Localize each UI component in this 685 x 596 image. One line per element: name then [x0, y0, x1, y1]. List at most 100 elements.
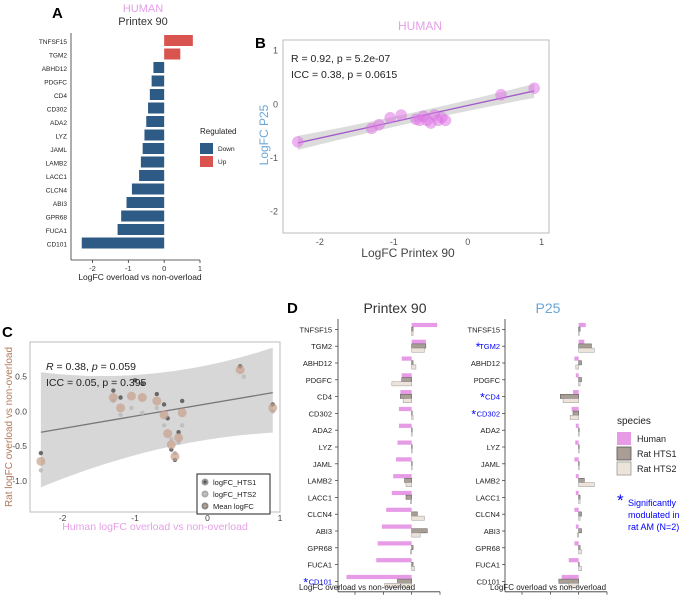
panel-d-legend-swatch-rat1	[616, 446, 632, 461]
panel-d-printex-bar-abhd12-rat-hts1	[411, 360, 414, 366]
panel-d-printex-category-cd302: CD302	[309, 409, 332, 418]
panel-d-p25-bar-cd302-rat-hts1	[572, 410, 579, 416]
panel-d-printex-bar-lyz-rat-hts1	[411, 444, 413, 450]
panel-d-note-star: *	[617, 491, 624, 510]
panel-c-point-mean-logfc-9	[170, 451, 180, 461]
panel-b-stat-r: R = 0.92, p = 5.2e-07	[291, 53, 390, 65]
panel-c-point-logfc-hts2-7	[169, 436, 174, 442]
panel-d-p25-category-tnfsf15: TNFSF15	[467, 325, 500, 334]
panel-d-p25-bar-gpr68-human	[574, 541, 579, 546]
panel-d-printex-category-abhd12: ABHD12	[303, 359, 332, 368]
panel-c-legend: logFC_HTS1 logFC_HTS2 Mean logFC	[196, 473, 271, 515]
panel-d-p25-category-abi3: ABI3	[484, 527, 500, 536]
panel-d-p25-bar-abi3-rat-hts1	[578, 528, 582, 534]
panel-d-p25-category-lacc1: LACC1	[476, 493, 500, 502]
panel-d-legend-swatch-rat2	[616, 461, 632, 476]
panel-d-printex-bar-jaml-rat-hts2	[411, 465, 413, 471]
panel-d-printex-bar-lyz-human	[397, 440, 412, 445]
panel-b: B HUMAN -2 -1 0 1 1 0 -1 -2 R = 0.92, p = 5.2e-…	[255, 19, 550, 260]
panel-a-category-cd4: CD4	[54, 93, 67, 100]
panel-a-bar-jaml	[142, 143, 165, 154]
panel-b-title: HUMAN	[398, 19, 442, 33]
panel-d-p25-bar-ada2-rat-hts1	[578, 427, 580, 433]
panel-c-point-mean-logfc-7	[163, 429, 173, 439]
panel-a-bar-ada2	[146, 116, 165, 127]
panel-c-stat-p-letter: p	[91, 361, 98, 373]
panel-d-p25-category-cd101: CD101	[477, 577, 500, 586]
panel-a-category-pdgfc: PDGFC	[44, 80, 67, 87]
panel-a-bar-cd101	[81, 237, 165, 249]
panel-d-legend: species Human Rat HTS1 Rat HTS2	[616, 416, 677, 476]
panel-c-legend-box	[196, 473, 271, 515]
panel-b-points	[292, 82, 540, 148]
panel-c-point-mean-logfc-5	[152, 396, 162, 406]
panel-c-xtick-label-1: 1	[278, 513, 283, 523]
panel-a-bar-gpr68	[121, 210, 165, 222]
panel-b-point-4	[395, 109, 407, 121]
panel-d-legend-swatch-human	[617, 432, 631, 445]
panel-a-category-cd101: CD101	[47, 242, 68, 249]
panel-d-printex-bar-gpr68-rat-hts1	[411, 545, 414, 550]
panel-a-category-ada2: ADA2	[50, 120, 67, 127]
panel-c-point-logfc-hts1-11	[179, 398, 185, 404]
panel-d-printex-bar-tgm2-rat-hts2	[411, 347, 425, 353]
panel-d-printex-bar-abi3-rat-hts2	[411, 532, 421, 538]
panel-d-printex-bar-abi3-rat-hts1	[411, 528, 428, 534]
panel-b-ytick-label--1: -1	[270, 153, 278, 163]
panel-d-printex-bar-cd101-human	[346, 574, 412, 580]
panel-c-point-logfc-hts2-11	[241, 374, 246, 379]
panel-a-category-fuca1: FUCA1	[46, 228, 68, 235]
panel-d-label: D	[287, 300, 298, 317]
panel-d-title-p25: P25	[536, 300, 561, 316]
panel-d-xlabel-p25: LogFC overload vs non-overload	[490, 583, 606, 592]
panel-d-printex-bar-lyz-rat-hts2	[411, 448, 413, 454]
panel-c-point-mean-logfc-3	[126, 391, 136, 401]
panel-d-printex-star-cd101: *	[303, 575, 308, 589]
panel-d-p25-category-fuca1: FUCA1	[475, 561, 500, 570]
panel-d-legend-label-rat2: Rat HTS2	[637, 464, 677, 474]
panel-c-point-logfc-hts2-2	[118, 412, 123, 418]
panel-a-category-clcn4: CLCN4	[46, 188, 68, 195]
panel-d-p25-bar-abhd12-rat-hts1	[578, 360, 582, 366]
panel-d-p25-bar-fuca1-rat-hts2	[578, 566, 582, 571]
panel-d-printex-bar-cd302-rat-hts1	[411, 410, 413, 416]
panel-d-printex-category-fuca1: FUCA1	[307, 561, 332, 570]
panel-a-xtick-label-1: 1	[198, 264, 202, 273]
panel-c-fit-line	[40, 392, 273, 433]
panel-d-p25-bar-gpr68-rat-hts1	[578, 545, 581, 550]
panel-a-category-tgm2: TGM2	[49, 53, 67, 60]
panel-c-point-logfc-hts1-2	[118, 395, 123, 400]
panel-c-xtick-label--1: -1	[131, 513, 139, 523]
panel-d-p25-bar-jaml-rat-hts1	[578, 461, 580, 466]
panel-a-category-cd302: CD302	[47, 107, 68, 114]
panel-b-point-13	[439, 114, 452, 127]
panel-d-p25-bar-abhd12-rat-hts2	[575, 364, 579, 370]
panel-a-xtick-label--2: -2	[89, 264, 96, 273]
panel-d-printex-bar-pdgfc-human	[401, 373, 412, 378]
panel-b-point-0	[292, 136, 304, 148]
panel-d-printex-category-lyz: LYZ	[319, 443, 333, 452]
panel-a-category-labels: TNFSF15 TGM2 ABHD12 PDGFC CD4 CD302 ADA2 LYZ JAM…	[39, 39, 68, 249]
panel-d-printex-bar-ada2-rat-hts2	[411, 431, 413, 437]
panel-d-printex-bar-cd302-rat-hts2	[411, 415, 414, 420]
panel-c-point-logfc-hts2-3	[129, 405, 134, 411]
panel-d-printex-category-cd101: CD101	[309, 577, 332, 586]
panel-d-p25-bar-ada2-rat-hts2	[578, 431, 580, 437]
panel-d-p25-bar-gpr68-rat-hts2	[578, 549, 582, 555]
panel-d-p25-bar-clcn4-rat-hts1	[578, 511, 582, 517]
panel-c-point-mean-logfc-12	[235, 365, 245, 375]
panel-c-point-mean-logfc-1	[108, 393, 118, 403]
panel-d-p25-bar-lyz-rat-hts2	[578, 448, 580, 454]
panel-c-xlabel: Human logFC overload vs non-overload	[62, 521, 248, 533]
panel-b-ytick-label-0: 0	[273, 99, 278, 109]
panel-d-printex-bar-tnfsf15-rat-hts2	[411, 331, 414, 336]
panel-d-printex-bar-abhd12-human	[401, 356, 412, 361]
panel-a-category-lacc1: LACC1	[46, 174, 67, 181]
panel-c-point-mean-logfc-4	[137, 393, 147, 403]
panel-c-ticks: -2 -1 0 1 0.5 0.0 -0.5 -1.0	[12, 372, 282, 523]
panel-d-legend-label-rat1: Rat HTS1	[637, 449, 677, 459]
panel-a-legend-label-down: Down	[218, 146, 235, 153]
panel-b-stat-icc: ICC = 0.38, p = 0.0615	[291, 69, 397, 81]
panel-c-point-logfc-hts1-6	[161, 402, 167, 407]
panel-d-p25-bar-cd4-rat-hts2	[562, 398, 579, 403]
